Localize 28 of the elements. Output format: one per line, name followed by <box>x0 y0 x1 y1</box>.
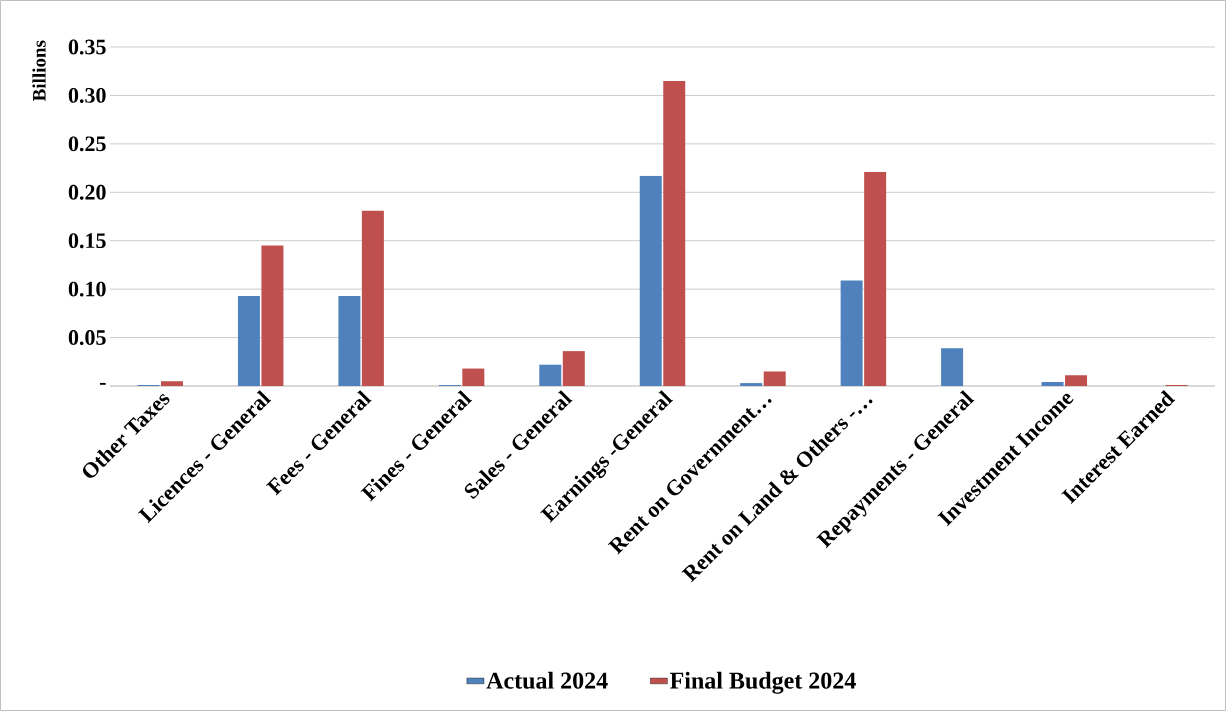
y-axis-title: Billions <box>32 40 46 102</box>
bar <box>1041 382 1064 386</box>
y-tick-label: 0.20 <box>68 184 106 200</box>
bar <box>361 210 384 386</box>
y-tick-label: 0.10 <box>68 281 106 297</box>
bar <box>338 295 361 386</box>
bar <box>237 295 260 386</box>
y-tick-label: - <box>99 382 106 385</box>
bar <box>539 364 562 386</box>
bar <box>663 80 686 386</box>
bar <box>1065 375 1088 386</box>
legend-label: Actual 2024 <box>486 671 608 689</box>
y-tick-label: 0.35 <box>68 39 106 55</box>
y-tick-label: 0.15 <box>68 233 106 249</box>
bar <box>639 175 662 386</box>
bar <box>562 351 585 386</box>
legend-label: Final Budget 2024 <box>670 671 856 694</box>
y-tick-label: 0.30 <box>68 87 106 103</box>
bar <box>261 245 284 386</box>
bar <box>840 280 863 386</box>
bar <box>763 371 786 386</box>
bar <box>941 348 964 386</box>
bar <box>462 368 485 386</box>
bar <box>864 171 887 386</box>
y-tick-label: 0.25 <box>68 136 106 152</box>
y-tick-label: 0.05 <box>68 330 106 346</box>
bar <box>160 381 183 386</box>
bar <box>740 383 763 386</box>
